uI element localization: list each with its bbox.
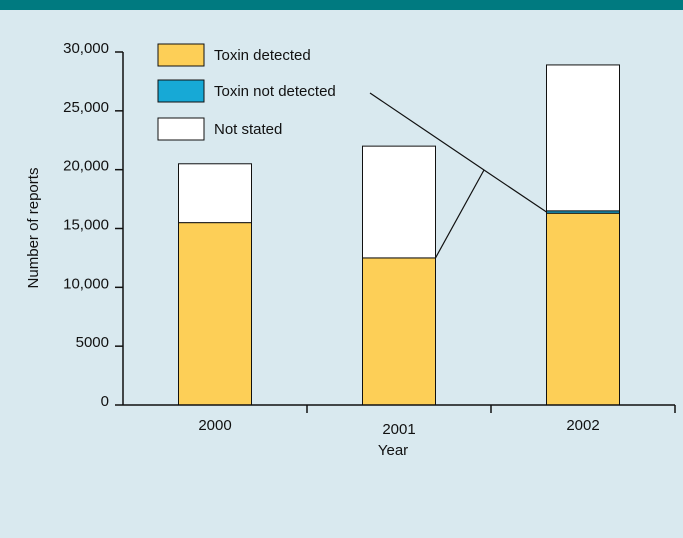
annotation-leader-branch bbox=[434, 169, 485, 259]
legend-label: Toxin detected bbox=[214, 47, 311, 64]
annotation-layer bbox=[369, 92, 547, 259]
legend-swatch bbox=[157, 79, 205, 103]
x-tick-label: 2002 bbox=[566, 417, 599, 434]
bar-segment bbox=[362, 257, 436, 406]
bar-segment bbox=[546, 212, 620, 406]
bars-layer bbox=[178, 64, 620, 406]
y-tick-label: 15,000 bbox=[63, 217, 109, 234]
y-tick-label: 25,000 bbox=[63, 99, 109, 116]
y-tick-label: 5000 bbox=[76, 334, 109, 351]
legend-swatch bbox=[157, 43, 205, 67]
bar-segment bbox=[362, 145, 436, 259]
y-axis-label: Number of reports bbox=[25, 168, 42, 289]
y-tick-label: 10,000 bbox=[63, 275, 109, 292]
y-ticks-layer: 0 5000 10,000 15,000 20,000 25,000 30,000 bbox=[63, 40, 123, 410]
legend-label: Toxin not detected bbox=[214, 83, 336, 100]
bar-segment bbox=[546, 64, 620, 212]
x-axis-label: Year bbox=[378, 442, 408, 459]
top-bar bbox=[0, 0, 683, 10]
legend-label: Not stated bbox=[214, 121, 282, 138]
legend-swatch bbox=[157, 117, 205, 141]
y-tick-label: 0 bbox=[101, 393, 109, 410]
x-tick-label: 2001 bbox=[382, 421, 415, 438]
y-tick-label: 30,000 bbox=[63, 40, 109, 57]
x-ticks-layer: 2000 2001 2002 bbox=[198, 405, 676, 438]
x-tick-label: 2000 bbox=[198, 417, 231, 434]
legend: Toxin detected Toxin not detected Not stat… bbox=[157, 43, 336, 141]
y-tick-label: 20,000 bbox=[63, 158, 109, 175]
bar-segment bbox=[178, 163, 252, 224]
bar-segment bbox=[178, 222, 252, 406]
